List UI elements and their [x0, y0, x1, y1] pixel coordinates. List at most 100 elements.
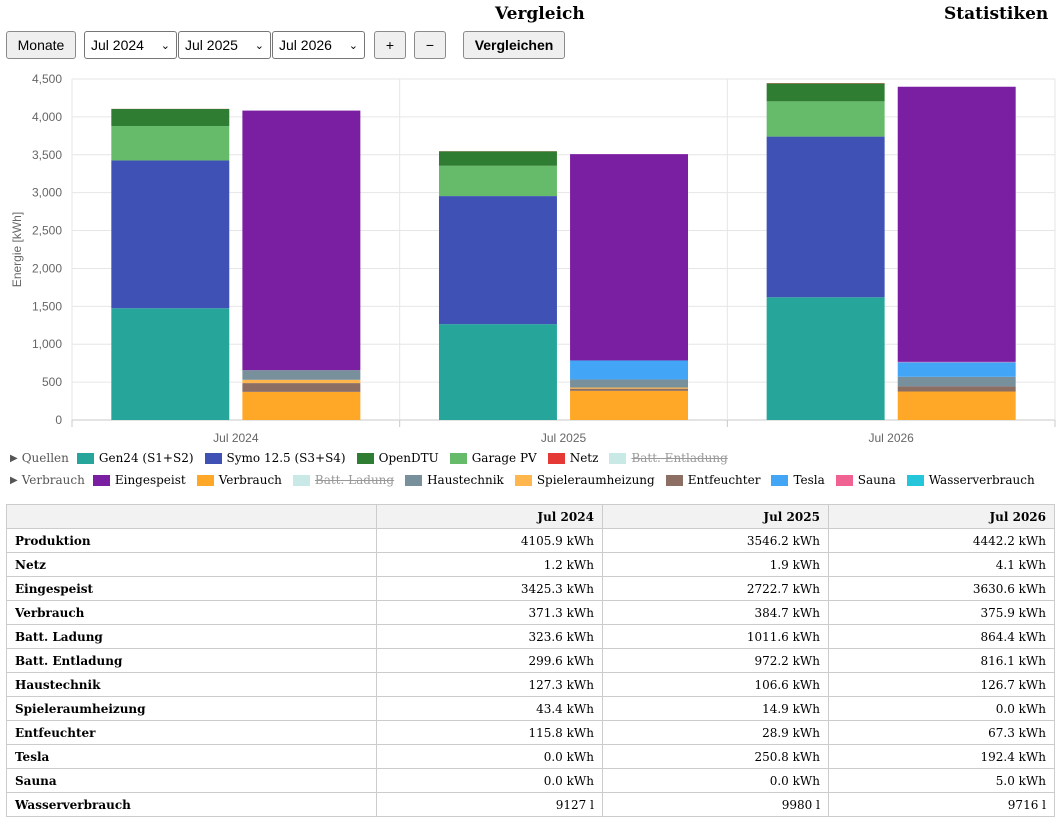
bar-segment-verbrauch	[570, 390, 689, 420]
legend-item[interactable]: Haustechnik	[405, 473, 504, 487]
triangle-right-icon: ▶	[10, 474, 18, 486]
row-value: 9716 l	[827, 792, 1056, 817]
legend-label: Haustechnik	[427, 473, 504, 487]
row-value: 4442.2 kWh	[827, 528, 1056, 553]
energy-chart: 0 500 1,000 1,500 2,000 2,500 3,000 3,500 4,000 4…	[10, 72, 1056, 445]
legend-swatch	[92, 474, 110, 486]
legend-swatch	[835, 474, 853, 486]
add-month-button[interactable]: +	[374, 31, 406, 59]
x-tick-label: Jul 2026	[868, 431, 914, 445]
row-label: Netz	[6, 552, 377, 577]
bar-segment-gen24-s1-s2	[438, 324, 557, 420]
row-value: 5.0 kWh	[827, 768, 1056, 793]
legend-item[interactable]: Wasserverbrauch	[906, 473, 1035, 487]
bar-segment-entfeuchter	[570, 388, 689, 391]
legend-swatch	[405, 474, 423, 486]
bar-segment-spieleraumheizung	[242, 379, 361, 384]
table-row: Batt. Ladung 323.6 kWh 1011.6 kWh 864.4 kWh	[6, 624, 1056, 649]
table-row: Produktion 4105.9 kWh 3546.2 kWh 4442.2 kWh	[6, 528, 1056, 553]
row-value: 0.0 kWh	[827, 696, 1056, 721]
y-tick-label: 4,000	[32, 110, 62, 124]
legend-group-toggle[interactable]: ▶ Quellen	[10, 451, 69, 465]
legend-item[interactable]: OpenDTU	[356, 451, 439, 465]
bar-segment-tesla	[570, 360, 689, 380]
bar-segment-symo-12-5-s3-s4	[111, 160, 230, 309]
row-value: 4105.9 kWh	[375, 528, 603, 553]
row-value: 3546.2 kWh	[601, 528, 829, 553]
compare-button[interactable]: Vergleichen	[463, 31, 565, 59]
legend-item[interactable]: Symo 12.5 (S3+S4)	[204, 451, 346, 465]
table-row: Verbrauch 371.3 kWh 384.7 kWh 375.9 kWh	[6, 600, 1056, 625]
legend-swatch	[204, 452, 222, 464]
legend-item[interactable]: Verbrauch	[196, 473, 282, 487]
remove-month-button[interactable]: −	[414, 31, 446, 59]
row-value: 43.4 kWh	[375, 696, 603, 721]
bar-segment-opendtu	[438, 151, 557, 166]
y-tick-label: 4,500	[32, 72, 62, 86]
legend-item[interactable]: Batt. Ladung	[292, 473, 394, 487]
bar-segment-symo-12-5-s3-s4	[438, 196, 557, 325]
bar-segment-garage-pv	[111, 125, 230, 161]
compare-select-3[interactable]: Jul 2026 ⌄	[272, 31, 365, 59]
row-value: 0.0 kWh	[375, 744, 603, 769]
legend-swatch	[609, 452, 627, 464]
row-label: Wasserverbrauch	[6, 792, 377, 817]
table-header-cell: Jul 2024	[375, 504, 603, 529]
bar-segment-garage-pv	[766, 101, 885, 137]
legend-item[interactable]: Spieleraumheizung	[514, 473, 655, 487]
row-label: Spieleraumheizung	[6, 696, 377, 721]
legend-label: Wasserverbrauch	[928, 473, 1035, 487]
y-tick-label: 1,000	[32, 337, 62, 351]
row-label: Batt. Ladung	[6, 624, 377, 649]
bar-segment-opendtu	[111, 108, 230, 126]
bar-segment-tesla	[897, 362, 1016, 377]
bar-segment-eingespeist	[242, 110, 361, 371]
table-header-row: Jul 2024 Jul 2025 Jul 2026	[6, 504, 1056, 529]
legend-sources: ▶ Quellen Gen24 (S1+S2) Symo 12.5 (S3+S4) Op…	[10, 450, 739, 466]
table-row: Haustechnik 127.3 kWh 106.6 kWh 126.7 kWh	[6, 672, 1056, 697]
legend-item[interactable]: Tesla	[771, 473, 825, 487]
legend-swatch	[196, 474, 214, 486]
table-row: Sauna 0.0 kWh 0.0 kWh 5.0 kWh	[6, 768, 1056, 793]
legend-item[interactable]: Garage PV	[449, 451, 537, 465]
bar-segment-spieleraumheizung	[570, 387, 689, 389]
x-tick-label: Jul 2024	[213, 431, 259, 445]
compare-select-1[interactable]: Jul 2024 ⌄	[84, 31, 177, 59]
legend-label: Gen24 (S1+S2)	[98, 451, 194, 465]
row-value: 192.4 kWh	[827, 744, 1056, 769]
triangle-right-icon: ▶	[10, 452, 18, 464]
row-value: 126.7 kWh	[827, 672, 1056, 697]
row-value: 3630.6 kWh	[827, 576, 1056, 601]
legend-label: Symo 12.5 (S3+S4)	[226, 451, 346, 465]
legend-group-toggle[interactable]: ▶ Verbrauch	[10, 473, 85, 487]
row-label: Eingespeist	[6, 576, 377, 601]
row-label: Verbrauch	[6, 600, 377, 625]
legend-group-label: Verbrauch	[21, 473, 85, 487]
legend-label: Garage PV	[471, 451, 537, 465]
legend-item[interactable]: Sauna	[835, 473, 896, 487]
bar-segment-eingespeist	[570, 154, 689, 361]
legend-swatch	[76, 452, 94, 464]
compare-select-2[interactable]: Jul 2025 ⌄	[178, 31, 271, 59]
row-value: 67.3 kWh	[827, 720, 1056, 745]
row-label: Entfeuchter	[6, 720, 377, 745]
row-label: Haustechnik	[6, 672, 377, 697]
row-value: 972.2 kWh	[601, 648, 829, 673]
y-tick-label: 3,500	[32, 148, 62, 162]
row-value: 0.0 kWh	[601, 768, 829, 793]
compare-select-3-value: Jul 2026	[279, 37, 332, 53]
legend-item[interactable]: Batt. Entladung	[609, 451, 728, 465]
legend-item[interactable]: Entfeuchter	[665, 473, 760, 487]
bar-segment-garage-pv	[438, 165, 557, 197]
row-value: 4.1 kWh	[827, 552, 1056, 577]
months-button[interactable]: Monate	[6, 31, 76, 59]
legend-item[interactable]: Netz	[547, 451, 598, 465]
row-value: 9980 l	[601, 792, 829, 817]
bar-segment-haustechnik	[242, 370, 361, 380]
row-value: 2722.7 kWh	[601, 576, 829, 601]
row-value: 9127 l	[375, 792, 603, 817]
row-value: 0.0 kWh	[375, 768, 603, 793]
legend-item[interactable]: Gen24 (S1+S2)	[76, 451, 194, 465]
legend-item[interactable]: Eingespeist	[92, 473, 186, 487]
compare-select-2-value: Jul 2025	[185, 37, 238, 53]
